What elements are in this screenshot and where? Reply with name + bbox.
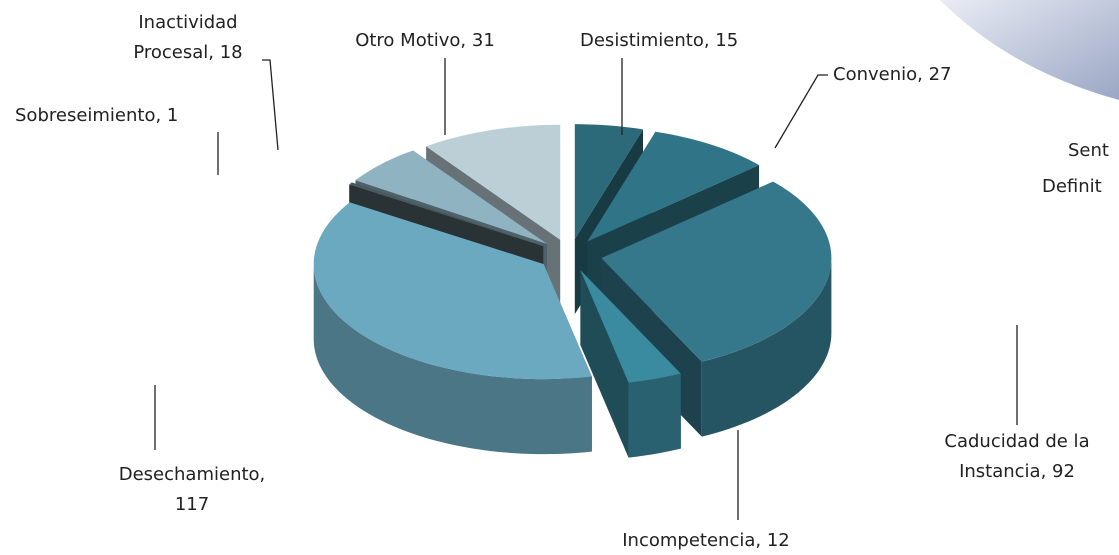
slice bbox=[349, 182, 544, 247]
data-label: Instancia, 92 bbox=[959, 461, 1075, 482]
data-label: Convenio, 27 bbox=[833, 64, 952, 85]
leader-line bbox=[774, 74, 828, 149]
slice bbox=[587, 131, 760, 242]
data-label: Procesal, 18 bbox=[133, 42, 242, 63]
slice bbox=[601, 181, 832, 362]
data-label: Incompetencia, 12 bbox=[622, 530, 789, 551]
data-label: Inactividad bbox=[138, 12, 237, 33]
annotation: Definit bbox=[1042, 176, 1102, 197]
leader-line bbox=[262, 59, 279, 151]
data-label: Caducidad de la bbox=[944, 431, 1089, 452]
slice bbox=[426, 124, 561, 240]
annotation: Sent bbox=[1068, 140, 1109, 161]
data-label: 117 bbox=[175, 494, 209, 515]
slice-wall bbox=[701, 258, 832, 437]
slice bbox=[355, 150, 547, 244]
offscreen-slice bbox=[940, 0, 1119, 100]
slice-wall bbox=[313, 264, 592, 455]
slice-wall bbox=[628, 373, 681, 458]
data-label: Desistimiento, 15 bbox=[580, 30, 738, 51]
slice bbox=[574, 124, 644, 240]
slice-side bbox=[580, 270, 629, 458]
data-label: Otro Motivo, 31 bbox=[355, 30, 495, 51]
slice bbox=[313, 202, 592, 380]
data-label: Desechamiento, bbox=[119, 464, 266, 485]
data-label: Sobreseimiento, 1 bbox=[15, 105, 178, 126]
slice bbox=[580, 270, 681, 383]
